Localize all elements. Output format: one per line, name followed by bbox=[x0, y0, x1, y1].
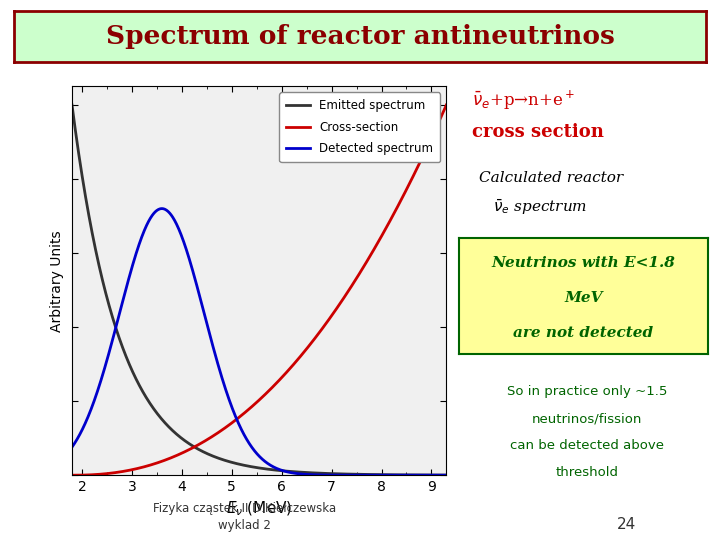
Emitted spectrum bbox=[68, 102, 76, 108]
Text: threshold: threshold bbox=[555, 466, 618, 479]
Text: $\bar{\nu}_e$ spectrum: $\bar{\nu}_e$ spectrum bbox=[493, 198, 588, 218]
Detected spectrum bbox=[106, 345, 114, 352]
Detected spectrum bbox=[325, 472, 334, 478]
Emitted spectrum bbox=[359, 471, 368, 478]
Text: Fizyka cząstek II D.Kiełczewska
wyklad 2: Fizyka cząstek II D.Kiełczewska wyklad 2 bbox=[153, 502, 336, 532]
Text: So in practice only ~1.5: So in practice only ~1.5 bbox=[507, 385, 667, 398]
Cross-section bbox=[359, 263, 368, 269]
Text: Neutrinos with E<1.8: Neutrinos with E<1.8 bbox=[492, 256, 675, 270]
Cross-section bbox=[106, 470, 114, 476]
Cross-section bbox=[366, 252, 375, 258]
Text: Calculated reactor: Calculated reactor bbox=[479, 171, 623, 185]
Emitted spectrum bbox=[219, 457, 228, 463]
Text: $\bar{\nu}_e$+p→n+e$^+$: $\bar{\nu}_e$+p→n+e$^+$ bbox=[472, 88, 575, 112]
Emitted spectrum bbox=[366, 471, 375, 478]
Cross-section bbox=[233, 416, 241, 422]
Text: can be detected above: can be detected above bbox=[510, 439, 664, 452]
Detected spectrum bbox=[442, 472, 451, 478]
X-axis label: $E_\nu$ (MeV): $E_\nu$ (MeV) bbox=[226, 500, 292, 518]
Cross-section bbox=[219, 426, 228, 433]
Cross-section bbox=[68, 472, 76, 478]
Text: 24: 24 bbox=[617, 517, 636, 532]
Text: Spectrum of reactor antineutrinos: Spectrum of reactor antineutrinos bbox=[106, 24, 614, 49]
Legend: Emitted spectrum, Cross-section, Detected spectrum: Emitted spectrum, Cross-section, Detecte… bbox=[279, 92, 441, 162]
Text: are not detected: are not detected bbox=[513, 326, 654, 340]
Y-axis label: Arbitrary Units: Arbitrary Units bbox=[50, 230, 64, 332]
Emitted spectrum bbox=[233, 461, 241, 467]
Detected spectrum bbox=[220, 380, 228, 387]
Emitted spectrum bbox=[106, 306, 114, 313]
Line: Emitted spectrum: Emitted spectrum bbox=[72, 105, 446, 475]
Line: Detected spectrum: Detected spectrum bbox=[72, 208, 446, 475]
Detected spectrum bbox=[158, 205, 166, 212]
Detected spectrum bbox=[366, 472, 375, 478]
Text: cross section: cross section bbox=[472, 123, 603, 141]
Emitted spectrum bbox=[442, 472, 451, 478]
Text: MeV: MeV bbox=[564, 291, 603, 305]
Emitted spectrum bbox=[325, 470, 333, 477]
Text: neutrinos/fission: neutrinos/fission bbox=[531, 412, 642, 425]
Cross-section bbox=[442, 102, 451, 108]
Detected spectrum bbox=[360, 472, 369, 478]
Detected spectrum bbox=[233, 417, 242, 424]
Detected spectrum bbox=[68, 444, 76, 450]
Cross-section bbox=[325, 316, 333, 322]
Line: Cross-section: Cross-section bbox=[72, 105, 446, 475]
